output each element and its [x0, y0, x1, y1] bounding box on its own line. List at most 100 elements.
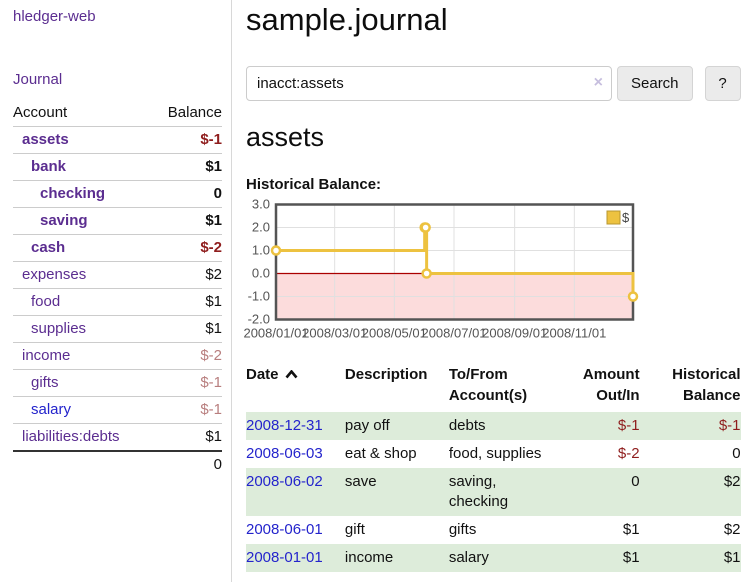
header-line: Out/In	[596, 387, 640, 404]
account-balance: $-1	[200, 374, 222, 391]
svg-text:-1.0: -1.0	[248, 289, 270, 304]
transaction-date-link[interactable]: 2008-01-01	[246, 549, 323, 566]
svg-text:2008/05/01: 2008/05/01	[362, 326, 427, 341]
sort-ascending-icon	[285, 364, 298, 385]
cell-balance: $2	[723, 473, 741, 490]
accounts-text: salary	[448, 549, 489, 566]
table-row: 2008-06-03 eat & shop food, supplies $-2 0	[246, 440, 741, 468]
accounts-header-account: Account	[13, 104, 68, 121]
svg-text:2008/07/01: 2008/07/01	[421, 326, 486, 341]
cell-date: 2008-12-31	[246, 412, 345, 440]
cell-accounts: saving, checking	[449, 468, 572, 516]
cell-balance: $-1	[718, 417, 741, 434]
header-line: Historical	[672, 366, 741, 383]
account-link-bank[interactable]: bank	[31, 158, 67, 175]
table-row: 2008-06-01 gift gifts $1 $2	[246, 516, 741, 544]
svg-text:2008/03/01: 2008/03/01	[302, 326, 367, 341]
cell-description: gift	[344, 521, 365, 538]
svg-text:$: $	[622, 210, 630, 225]
account-page-title: assets	[246, 122, 325, 152]
account-balance: $1	[205, 320, 222, 337]
account-row: checking 0	[13, 181, 222, 208]
table-row: 2008-12-31 pay off debts $-1 $-1	[246, 412, 741, 440]
account-row: assets $-1	[13, 127, 222, 154]
sidebar: hledger-web Journal Account Balance asse…	[0, 0, 232, 582]
account-link-cash[interactable]: cash	[31, 239, 66, 256]
cell-date: 2008-06-03	[246, 440, 345, 468]
svg-text:-2.0: -2.0	[248, 312, 270, 327]
transaction-date-link[interactable]: 2008-12-31	[246, 417, 323, 434]
account-link-supplies[interactable]: supplies	[31, 320, 87, 337]
account-balance: 0	[213, 185, 222, 202]
register-header-date[interactable]: Date	[246, 362, 345, 412]
header-line: Date	[246, 364, 345, 385]
header-line: To/From	[448, 366, 508, 383]
accounts-total-row: 0	[13, 450, 222, 477]
cell-accounts: gifts	[449, 516, 572, 544]
account-balance: $1	[205, 158, 222, 175]
header-line: Amount	[582, 366, 640, 383]
transaction-date-link[interactable]: 2008-06-01	[246, 521, 323, 538]
account-balance: $-1	[200, 401, 222, 418]
svg-text:2008/01/01: 2008/01/01	[243, 326, 308, 341]
account-link-checking[interactable]: checking	[40, 185, 106, 202]
account-balance: $1	[205, 428, 222, 445]
search-button[interactable]: Search	[617, 66, 693, 101]
accounts-table-header: Account Balance	[13, 101, 222, 127]
account-link-saving[interactable]: saving	[40, 212, 88, 229]
account-row: salary $-1	[13, 397, 222, 424]
cell-date: 2008-06-01	[246, 516, 345, 544]
account-balance: $1	[205, 293, 222, 310]
account-balance: $-2	[200, 239, 222, 256]
account-row: food $1	[13, 289, 222, 316]
svg-text:2.0: 2.0	[252, 220, 270, 235]
table-row: 2008-01-01 income salary $1 $1	[246, 544, 741, 572]
page-title: sample.journal	[246, 2, 448, 37]
header-line: Description	[344, 366, 428, 383]
register-header-row: Date Description To/From Account(s) Amount Ou…	[246, 362, 741, 412]
svg-text:0.0: 0.0	[252, 266, 270, 281]
cell-amount: $-2	[617, 445, 640, 462]
account-link-liabilities-debts[interactable]: liabilities:debts	[22, 428, 120, 445]
cell-description: pay off	[344, 417, 390, 434]
main-content: sample.journal × Search ? assets Histori…	[232, 0, 742, 582]
historical-balance-chart: 3.0 2.0 1.0 0.0 -1.0 -2.0 2008/01/01 2008/03/01…	[243, 197, 741, 350]
cell-amount: $1	[622, 521, 640, 538]
account-row: gifts $-1	[13, 370, 222, 397]
accounts-table-body: assets $-1 bank $1 checking 0 saving $1 cash $-2 e…	[13, 127, 222, 450]
transaction-date-link[interactable]: 2008-06-03	[246, 445, 323, 462]
account-link-salary[interactable]: salary	[31, 401, 72, 418]
cell-balance: $1	[723, 549, 741, 566]
cell-description: eat & shop	[344, 445, 417, 462]
accounts-text: saving, checking	[448, 473, 509, 510]
sidebar-item-journal[interactable]: Journal	[13, 71, 63, 88]
account-row: liabilities:debts $1	[13, 424, 222, 450]
account-balance: $2	[205, 266, 222, 283]
account-row: saving $1	[13, 208, 222, 235]
cell-date: 2008-01-01	[246, 544, 345, 572]
register-table-head: Date Description To/From Account(s) Amount Ou…	[246, 362, 741, 412]
account-link-gifts[interactable]: gifts	[31, 374, 59, 391]
svg-text:2008/09/01: 2008/09/01	[482, 326, 547, 341]
account-link-assets[interactable]: assets	[22, 131, 69, 148]
account-link-income[interactable]: income	[22, 347, 71, 364]
account-row: income $-2	[13, 343, 222, 370]
transaction-date-link[interactable]: 2008-06-02	[246, 473, 323, 490]
help-button[interactable]: ?	[704, 66, 741, 101]
register-table: Date Description To/From Account(s) Amount Ou…	[246, 362, 741, 572]
clear-search-icon[interactable]: ×	[593, 74, 603, 91]
account-link-expenses[interactable]: expenses	[22, 266, 87, 283]
search-input[interactable]	[246, 66, 612, 101]
register-header-description: Description	[345, 362, 449, 412]
app-title-link[interactable]: hledger-web	[13, 8, 96, 25]
account-balance: $-2	[200, 347, 222, 364]
search-input-wrap: ×	[246, 66, 612, 101]
cell-description: save	[344, 473, 377, 490]
register-header-amount-outin: Amount Out/In	[572, 362, 640, 412]
register-header-historical-balance: Historical Balance	[640, 362, 741, 412]
account-link-food[interactable]: food	[31, 293, 61, 310]
search-form: × Search ?	[246, 66, 741, 101]
register-table-body: 2008-12-31 pay off debts $-1 $-1 2008-06-03 ea…	[246, 412, 741, 572]
header-line: Account(s)	[448, 387, 528, 404]
svg-text:3.0: 3.0	[252, 197, 270, 212]
